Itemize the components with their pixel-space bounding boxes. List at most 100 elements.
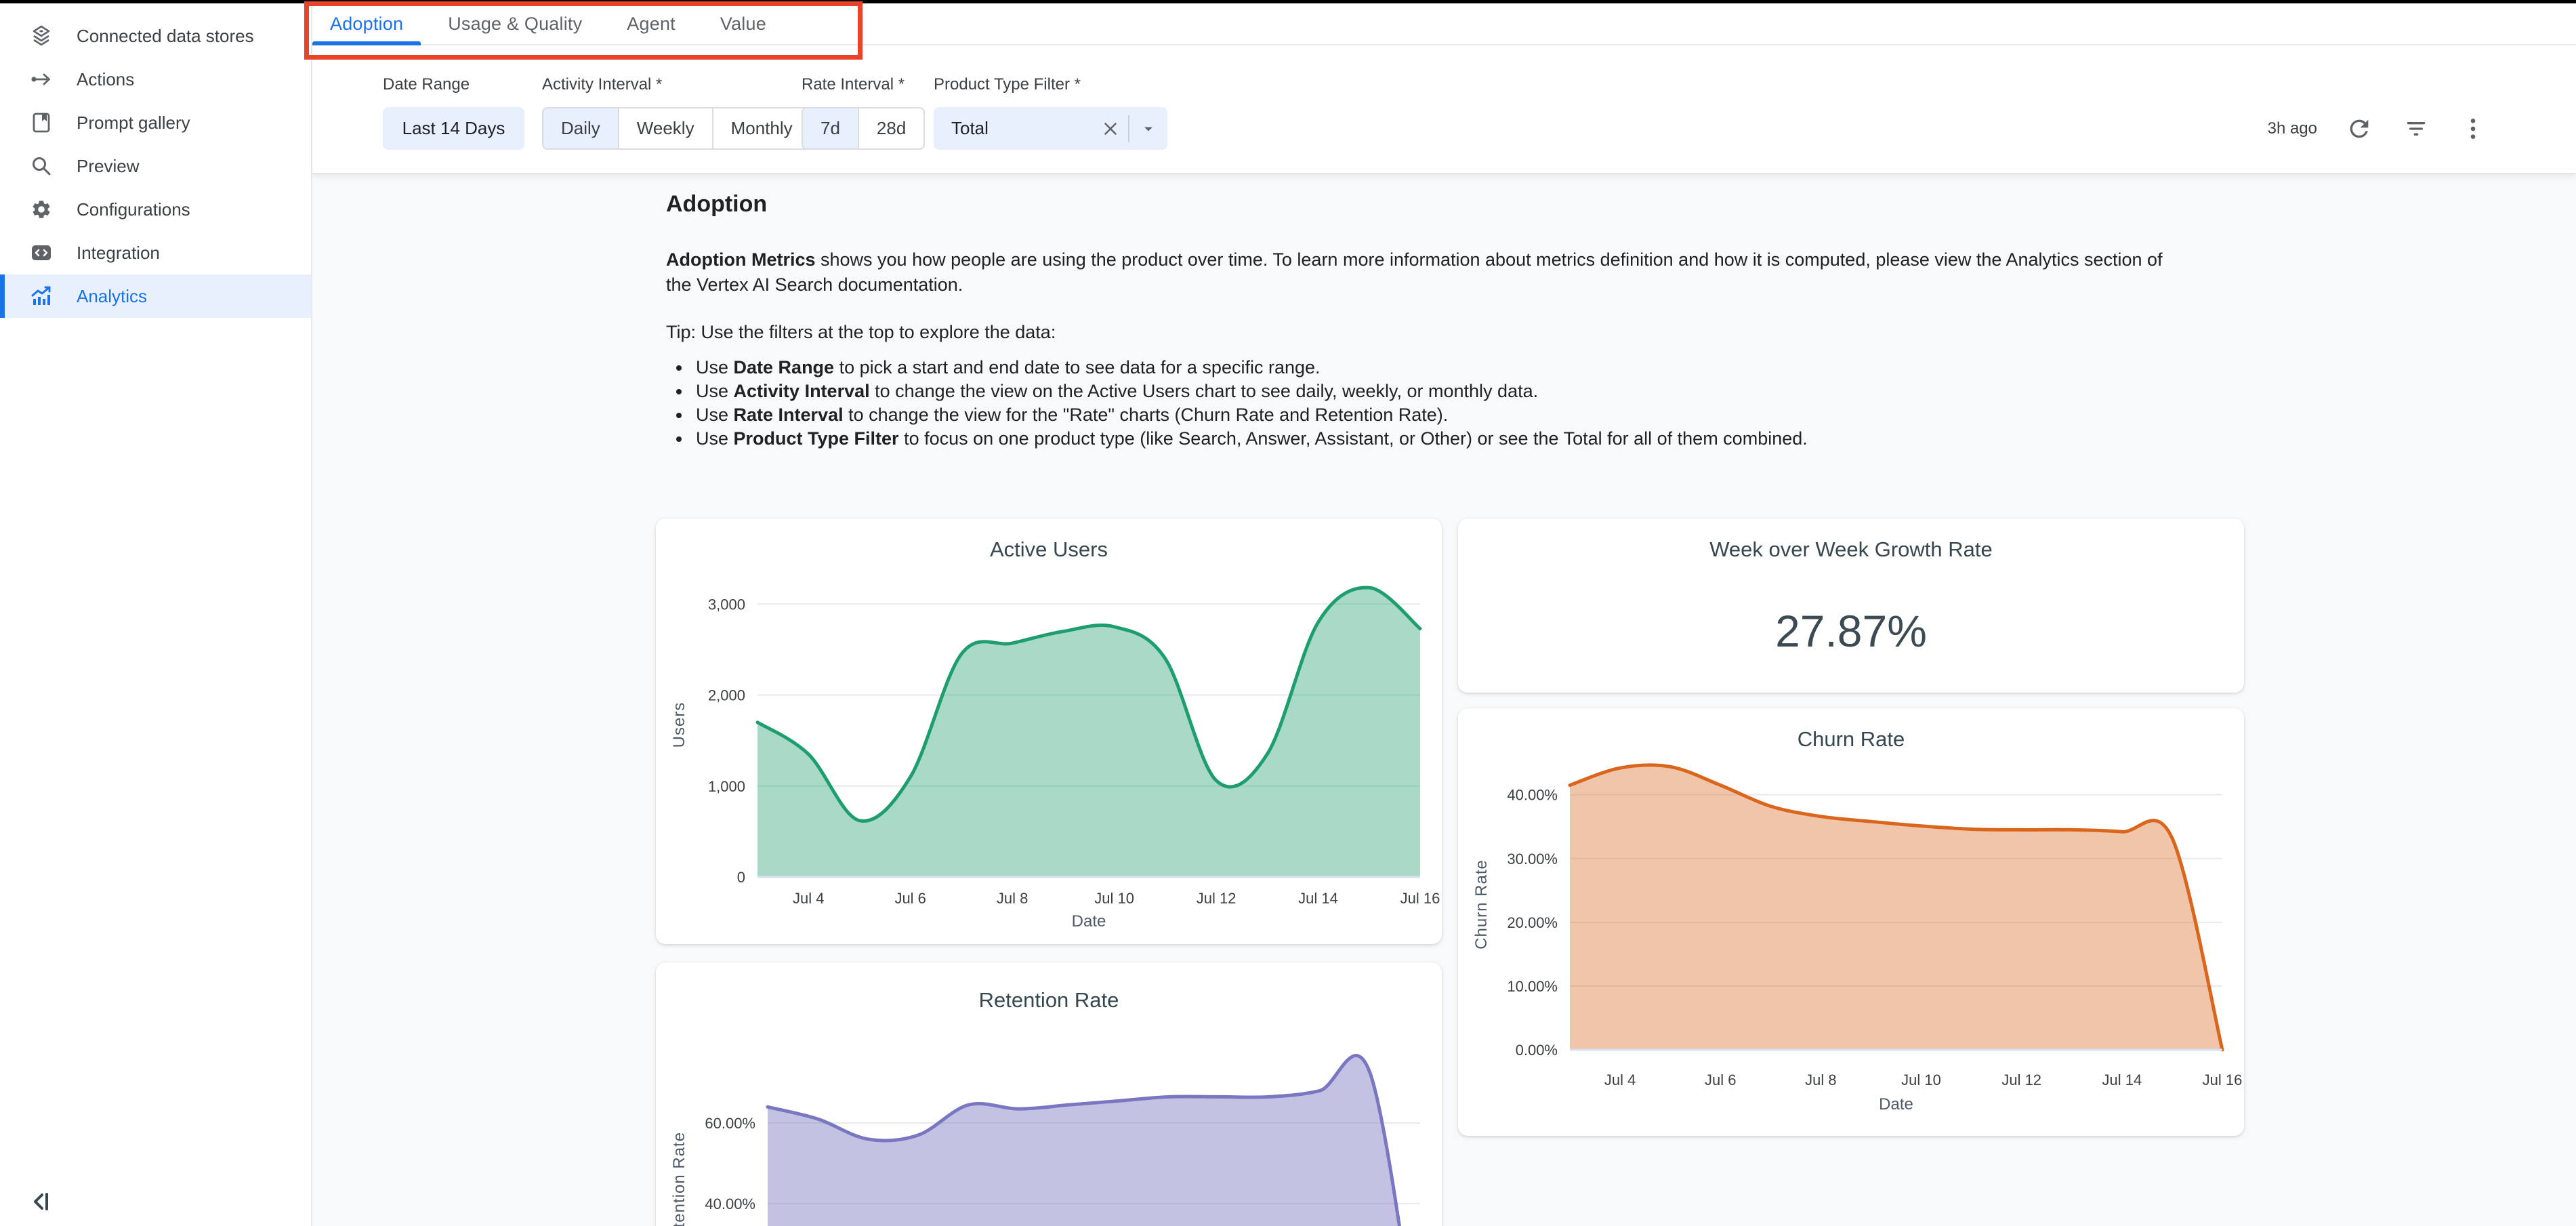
wow-growth-value: 27.87%	[1775, 606, 1927, 656]
analytics-tab-bar: Adoption Usage & Quality Agent Value	[312, 3, 2576, 45]
refresh-button[interactable]	[2344, 114, 2374, 144]
product-type-label: Product Type Filter *	[934, 75, 1081, 94]
wow-growth-card: Week over Week Growth Rate 27.87%	[1458, 518, 2244, 693]
integration-icon	[30, 241, 53, 264]
clear-filter-icon[interactable]	[1097, 115, 1124, 142]
tips-bullet-list: Use Date Range to pick a start and end d…	[692, 356, 2250, 451]
tab-adoption[interactable]: Adoption	[312, 3, 421, 45]
dropdown-caret-icon[interactable]	[1136, 117, 1161, 141]
svg-text:Jul 10: Jul 10	[1094, 890, 1134, 907]
segment-7d[interactable]: 7d	[803, 108, 859, 148]
sidebar-item-label: Integration	[77, 242, 160, 263]
tip-bullet-3: Use Rate Interval to change the view for…	[692, 403, 2250, 427]
sidebar-item-actions[interactable]: Actions	[0, 58, 311, 101]
preview-icon	[30, 155, 53, 178]
churn-rate-chart: 0.00% 10.00% 20.00% 30.00% 40.00% Jul 4 Jul 6 J…	[1472, 763, 2243, 1113]
svg-text:Jul 14: Jul 14	[2102, 1071, 2142, 1088]
segment-monthly[interactable]: Monthly	[713, 108, 810, 148]
activity-interval-label: Activity Interval *	[542, 75, 663, 94]
configurations-icon	[30, 198, 53, 221]
svg-text:30.00%: 30.00%	[1507, 851, 1558, 867]
svg-text:Jul 4: Jul 4	[1604, 1071, 1636, 1088]
intro-rest: shows you how people are using the produ…	[666, 249, 2163, 295]
svg-text:Jul 4: Jul 4	[793, 890, 824, 907]
window-top-edge	[0, 0, 2576, 3]
svg-text:Jul 12: Jul 12	[2001, 1071, 2041, 1088]
svg-text:0.00%: 0.00%	[1516, 1042, 1558, 1059]
actions-icon	[30, 68, 53, 91]
prompt-gallery-icon	[30, 111, 53, 134]
wow-growth-title: Week over Week Growth Rate	[1709, 537, 1993, 561]
active-users-title: Active Users	[990, 537, 1108, 561]
filterbar-actions: 3h ago	[2268, 107, 2488, 150]
svg-text:40.00%: 40.00%	[1507, 787, 1558, 804]
svg-text:3,000: 3,000	[708, 596, 745, 613]
collapse-left-icon	[34, 1193, 48, 1210]
segment-weekly[interactable]: Weekly	[619, 108, 713, 148]
svg-text:0: 0	[737, 869, 745, 886]
svg-text:Jul 14: Jul 14	[1298, 890, 1338, 907]
sidebar-item-label: Analytics	[77, 285, 148, 306]
svg-text:Churn Rate: Churn Rate	[1472, 859, 1491, 949]
sidebar-item-label: Connected data stores	[77, 25, 254, 46]
svg-text:Retention Rate: Retention Rate	[670, 1132, 688, 1226]
churn-rate-title: Churn Rate	[1797, 727, 1905, 751]
sidebar-item-configurations[interactable]: Configurations	[0, 188, 311, 231]
svg-text:Jul 8: Jul 8	[997, 890, 1028, 907]
chip-divider	[1128, 115, 1129, 142]
tip-text: Tip: Use the filters at the top to explo…	[666, 322, 1056, 342]
date-range-value: Last 14 Days	[402, 118, 505, 138]
svg-text:60.00%: 60.00%	[705, 1115, 755, 1132]
tab-value[interactable]: Value	[720, 13, 766, 34]
more-options-button[interactable]	[2458, 114, 2488, 144]
sidebar-item-prompt-gallery[interactable]: Prompt gallery	[0, 101, 311, 144]
retention-rate-title: Retention Rate	[978, 988, 1119, 1012]
filter-bar: Date Range Last 14 Days Activity Interva…	[312, 45, 2576, 174]
sidebar-item-preview[interactable]: Preview	[0, 144, 311, 188]
segment-daily[interactable]: Daily	[543, 108, 619, 148]
svg-text:1,000: 1,000	[708, 778, 745, 795]
svg-text:2,000: 2,000	[708, 687, 745, 704]
filter-button[interactable]	[2401, 114, 2431, 144]
svg-text:Date: Date	[1072, 912, 1106, 931]
collapse-sidebar-button[interactable]	[28, 1188, 56, 1215]
tip-bullet-1: Use Date Range to pick a start and end d…	[692, 356, 2250, 380]
retention-rate-card: Retention Rate 0.00%20.00%40.00%60.00%Ju…	[656, 962, 1442, 1226]
svg-text:Users: Users	[670, 702, 688, 748]
tab-usage-quality[interactable]: Usage & Quality	[448, 13, 583, 34]
sidebar-item-integration[interactable]: Integration	[0, 231, 311, 274]
svg-text:20.00%: 20.00%	[1507, 914, 1558, 931]
last-refreshed-text: 3h ago	[2267, 119, 2317, 138]
product-type-select[interactable]: Total	[934, 107, 1167, 150]
churn-rate-card: Churn Rate 0.00% 10.00% 20.00% 30.00% 40.00%…	[1458, 708, 2244, 1136]
sidebar-item-connected-data-stores[interactable]: Connected data stores	[0, 14, 311, 58]
segment-28d[interactable]: 28d	[858, 108, 924, 148]
svg-text:Jul 16: Jul 16	[2203, 1071, 2243, 1088]
tab-agent[interactable]: Agent	[627, 13, 676, 34]
svg-text:Jul 16: Jul 16	[1400, 890, 1440, 907]
tip-bullet-2: Use Activity Interval to change the view…	[692, 380, 2250, 403]
sidebar-item-analytics[interactable]: Analytics	[0, 274, 311, 318]
analytics-icon	[30, 285, 53, 308]
svg-text:10.00%: 10.00%	[1507, 978, 1558, 995]
intro-bold: Adoption Metrics	[666, 249, 816, 270]
filter-list-icon	[2407, 121, 2426, 136]
left-nav-sidebar: Connected data stores Actions Prompt galle…	[0, 3, 312, 1226]
rate-interval-segments: 7d 28d	[802, 107, 926, 150]
svg-text:Date: Date	[1879, 1095, 1913, 1113]
svg-text:Jul 10: Jul 10	[1901, 1071, 1941, 1088]
data-stores-icon	[30, 24, 53, 47]
page-title: Adoption	[666, 191, 768, 217]
svg-text:Jul 6: Jul 6	[1705, 1071, 1736, 1088]
product-type-value: Total	[951, 118, 989, 138]
svg-text:Jul 8: Jul 8	[1805, 1071, 1836, 1088]
rate-interval-label: Rate Interval *	[802, 75, 905, 94]
date-range-chip[interactable]: Last 14 Days	[383, 107, 524, 150]
sidebar-item-label: Actions	[77, 68, 135, 89]
tip-bullet-4: Use Product Type Filter to focus on one …	[692, 427, 2250, 451]
active-users-chart: 0 1,000 2,000 3,000 Jul 4 Jul 6 Jul 8 Jul 10 Jul…	[670, 586, 1440, 931]
intro-paragraph: Adoption Metrics shows you how people ar…	[666, 247, 2190, 298]
activity-interval-segments: Daily Weekly Monthly	[542, 107, 812, 150]
